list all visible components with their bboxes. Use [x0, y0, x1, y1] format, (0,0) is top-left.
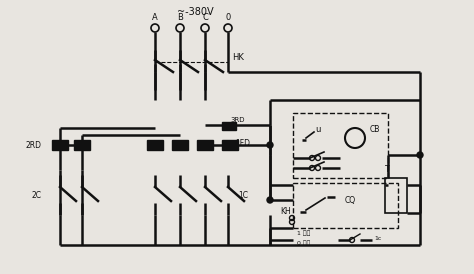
Text: 2C: 2C — [32, 190, 42, 199]
Bar — [172, 140, 188, 150]
Circle shape — [267, 142, 273, 148]
Bar — [293, 113, 388, 178]
Circle shape — [417, 152, 423, 158]
Text: 2RD: 2RD — [26, 141, 42, 150]
Text: ~-380V: ~-380V — [177, 7, 213, 17]
Text: 1 启动: 1 启动 — [297, 230, 310, 236]
Text: 1C: 1C — [238, 190, 248, 199]
Circle shape — [267, 197, 273, 203]
Text: 1FD: 1FD — [235, 138, 250, 147]
Text: CQ: CQ — [345, 196, 356, 204]
Text: T: T — [385, 165, 390, 175]
Bar — [222, 140, 238, 150]
Text: C: C — [202, 13, 208, 22]
Bar — [197, 140, 213, 150]
Text: u: u — [315, 125, 320, 135]
Text: B: B — [177, 13, 183, 22]
Bar — [385, 178, 407, 213]
Text: A: A — [152, 13, 158, 22]
Bar — [74, 140, 90, 150]
Text: CB: CB — [370, 125, 380, 135]
Bar — [222, 122, 236, 130]
Text: 0 停止: 0 停止 — [297, 240, 310, 246]
Text: HK: HK — [232, 53, 244, 62]
Bar — [293, 183, 398, 228]
Text: 0: 0 — [225, 13, 231, 22]
Bar — [147, 140, 163, 150]
Text: KH: KH — [280, 207, 291, 216]
Text: 3RD: 3RD — [230, 117, 245, 123]
Bar — [52, 140, 68, 150]
Text: 1c: 1c — [374, 235, 382, 241]
